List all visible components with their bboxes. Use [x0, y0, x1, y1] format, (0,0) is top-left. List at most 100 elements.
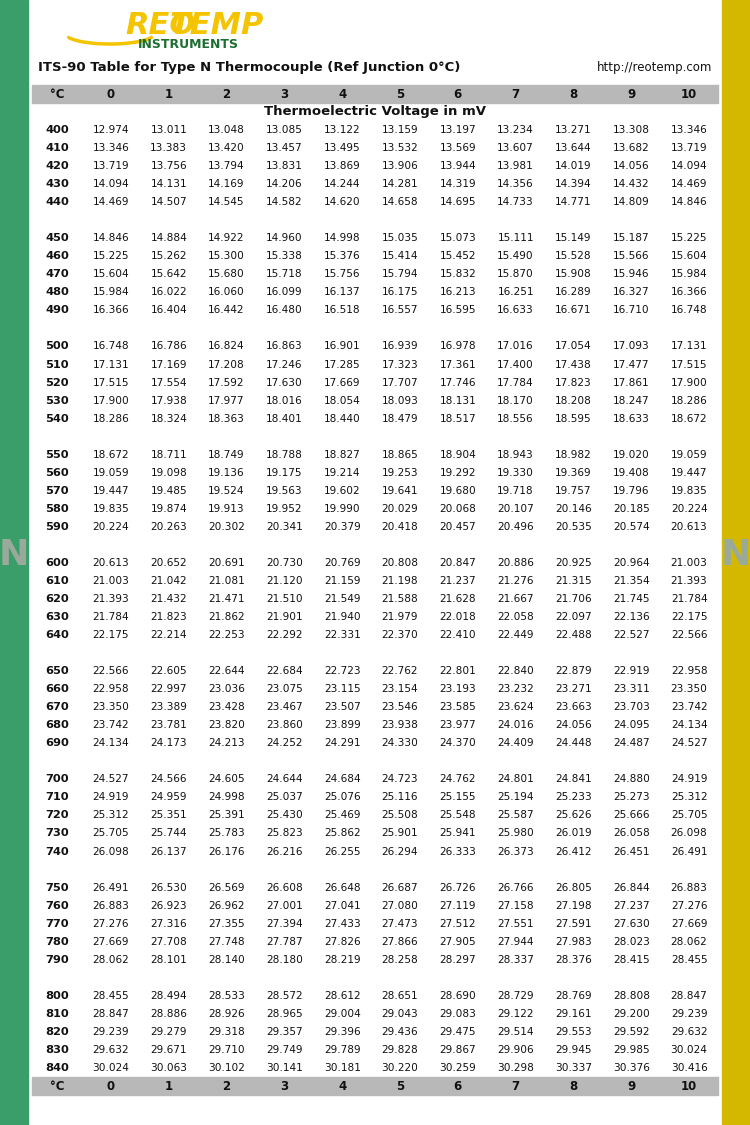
Text: 24.016: 24.016: [497, 720, 534, 730]
Text: 22.488: 22.488: [555, 630, 592, 640]
Text: 20.496: 20.496: [497, 522, 534, 532]
Text: 13.831: 13.831: [266, 161, 303, 171]
Text: 30.181: 30.181: [324, 1063, 361, 1073]
Text: 14.733: 14.733: [497, 197, 534, 207]
Text: 30.298: 30.298: [497, 1063, 534, 1073]
Text: 29.318: 29.318: [209, 1027, 245, 1037]
Text: 21.003: 21.003: [670, 558, 707, 568]
Text: 24.213: 24.213: [209, 738, 245, 748]
Text: 16.175: 16.175: [382, 287, 419, 297]
Text: 20.029: 20.029: [382, 504, 419, 514]
Text: 15.262: 15.262: [151, 251, 187, 261]
Text: 23.703: 23.703: [613, 702, 650, 712]
Text: 7: 7: [512, 88, 520, 100]
Text: 27.826: 27.826: [324, 937, 361, 947]
Text: 20.652: 20.652: [151, 558, 187, 568]
Text: 780: 780: [45, 937, 69, 947]
Text: 28.769: 28.769: [555, 991, 592, 1001]
Text: 26.962: 26.962: [209, 901, 245, 910]
Text: 20.613: 20.613: [92, 558, 129, 568]
Text: 600: 600: [45, 558, 69, 568]
Text: 22.566: 22.566: [93, 666, 129, 676]
Text: 25.076: 25.076: [324, 792, 361, 802]
Text: 25.705: 25.705: [670, 810, 707, 820]
Bar: [32, 86, 718, 104]
Text: 17.400: 17.400: [497, 360, 534, 369]
Text: 23.860: 23.860: [266, 720, 303, 730]
Text: 15.528: 15.528: [555, 251, 592, 261]
Text: 23.624: 23.624: [497, 702, 534, 712]
Text: 28.140: 28.140: [209, 955, 245, 965]
Text: 24.252: 24.252: [266, 738, 302, 748]
Text: 500: 500: [45, 342, 69, 351]
Text: 23.546: 23.546: [382, 702, 419, 712]
Text: 19.059: 19.059: [92, 468, 129, 478]
Text: 20.847: 20.847: [440, 558, 476, 568]
Text: Thermoelectric Voltage in mV: Thermoelectric Voltage in mV: [264, 106, 486, 118]
Text: 30.416: 30.416: [670, 1063, 707, 1073]
Text: 29.710: 29.710: [209, 1045, 245, 1055]
Text: 16.327: 16.327: [613, 287, 650, 297]
Text: 26.373: 26.373: [497, 846, 534, 856]
Text: 20.730: 20.730: [266, 558, 303, 568]
Text: 27.551: 27.551: [497, 919, 534, 928]
Text: 15.946: 15.946: [613, 269, 650, 279]
Text: 29.945: 29.945: [555, 1045, 592, 1055]
Text: 730: 730: [45, 828, 69, 838]
Text: 28.062: 28.062: [92, 955, 129, 965]
Text: 24.056: 24.056: [555, 720, 592, 730]
Text: 25.194: 25.194: [497, 792, 534, 802]
Text: 19.990: 19.990: [324, 504, 361, 514]
Text: 16.022: 16.022: [151, 287, 187, 297]
Text: 15.680: 15.680: [209, 269, 245, 279]
Text: 18.982: 18.982: [555, 450, 592, 460]
Text: 20.185: 20.185: [613, 504, 650, 514]
Text: 15.035: 15.035: [382, 233, 419, 243]
Text: TEMP: TEMP: [170, 11, 264, 40]
Text: 28.651: 28.651: [382, 991, 419, 1001]
Text: 800: 800: [45, 991, 69, 1001]
Text: 20.107: 20.107: [497, 504, 534, 514]
Text: 17.515: 17.515: [93, 378, 129, 387]
Text: 20.535: 20.535: [555, 522, 592, 532]
Text: 21.354: 21.354: [613, 576, 650, 586]
Text: 29.043: 29.043: [382, 1009, 419, 1019]
Text: 2: 2: [223, 88, 230, 100]
Text: 25.666: 25.666: [613, 810, 650, 820]
Text: 15.984: 15.984: [92, 287, 129, 297]
Text: 14.206: 14.206: [266, 179, 303, 189]
Text: 16.901: 16.901: [324, 342, 361, 351]
Bar: [32, 1077, 718, 1095]
Text: 13.644: 13.644: [555, 143, 592, 153]
Text: 19.059: 19.059: [670, 450, 707, 460]
Text: 27.080: 27.080: [382, 901, 419, 910]
Text: 23.938: 23.938: [382, 720, 419, 730]
Text: 25.587: 25.587: [497, 810, 534, 820]
Text: 19.175: 19.175: [266, 468, 302, 478]
Text: 20.613: 20.613: [670, 522, 707, 532]
Text: 17.361: 17.361: [440, 360, 476, 369]
Text: 28.494: 28.494: [151, 991, 187, 1001]
Text: 15.149: 15.149: [555, 233, 592, 243]
Text: 20.263: 20.263: [150, 522, 187, 532]
Text: 25.155: 25.155: [440, 792, 476, 802]
Text: 14.432: 14.432: [613, 179, 650, 189]
Text: 29.514: 29.514: [497, 1027, 534, 1037]
Text: 17.477: 17.477: [613, 360, 650, 369]
Text: 23.389: 23.389: [150, 702, 188, 712]
Text: 23.232: 23.232: [497, 684, 534, 694]
Text: 26.491: 26.491: [670, 846, 707, 856]
Text: 24.919: 24.919: [93, 792, 129, 802]
Text: 15.225: 15.225: [93, 251, 129, 261]
Text: 29.396: 29.396: [324, 1027, 361, 1037]
Text: 1: 1: [165, 88, 172, 100]
Text: 22.410: 22.410: [440, 630, 476, 640]
Text: 26.137: 26.137: [151, 846, 187, 856]
Text: 28.376: 28.376: [555, 955, 592, 965]
Text: 13.532: 13.532: [382, 143, 419, 153]
Text: 30.063: 30.063: [150, 1063, 188, 1073]
Text: 25.980: 25.980: [497, 828, 534, 838]
Text: 22.723: 22.723: [324, 666, 361, 676]
Text: 26.098: 26.098: [670, 828, 707, 838]
Text: 15.225: 15.225: [670, 233, 707, 243]
